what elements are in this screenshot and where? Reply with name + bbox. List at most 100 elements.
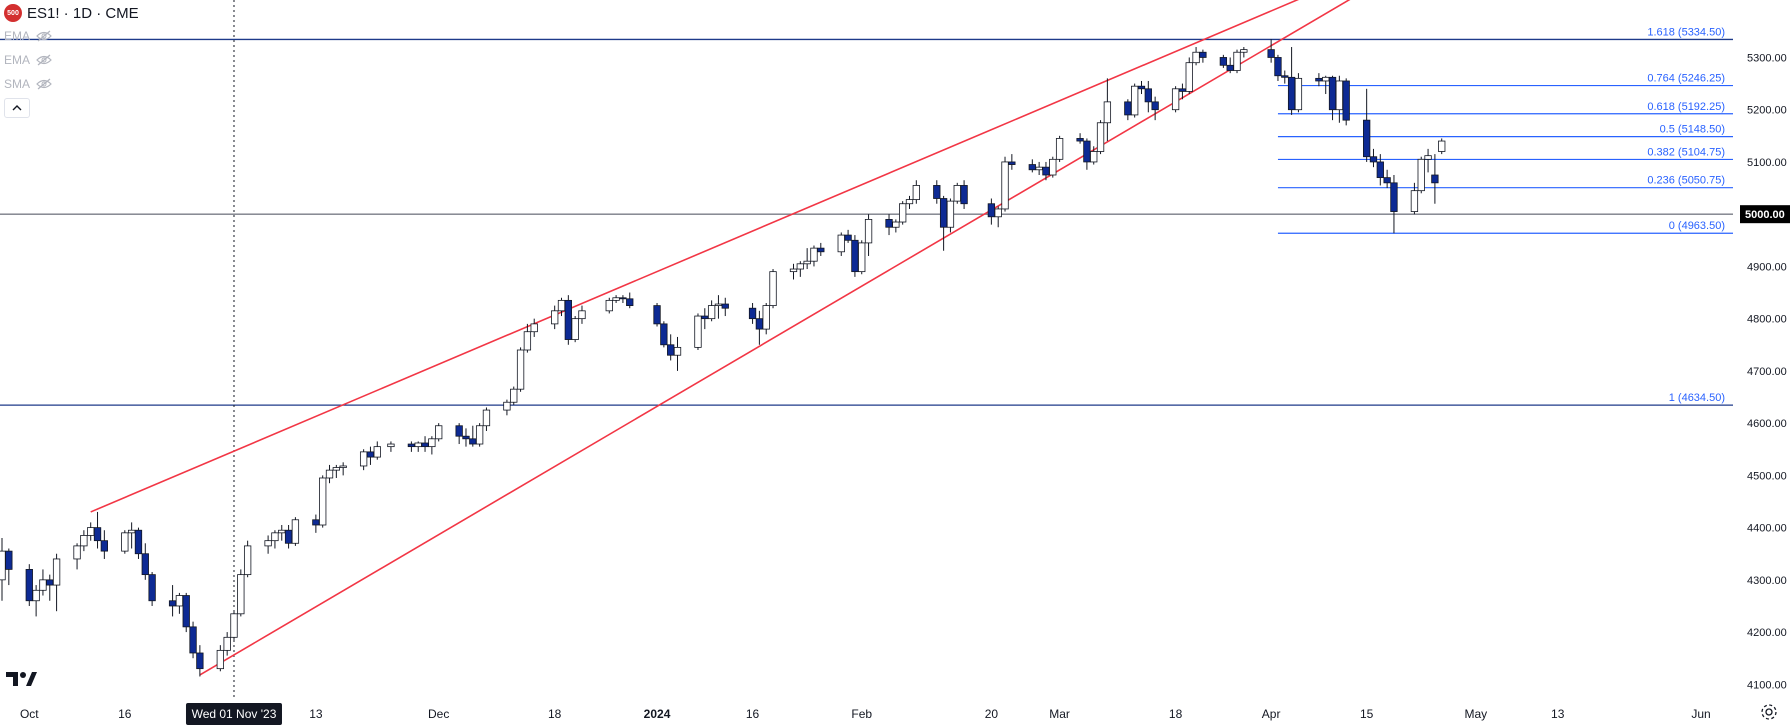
candle[interactable] <box>237 569 245 617</box>
candle[interactable] <box>796 261 804 277</box>
candle[interactable] <box>223 632 231 656</box>
eye-hidden-icon[interactable] <box>36 30 52 42</box>
candle[interactable] <box>243 540 252 578</box>
candle[interactable] <box>1171 86 1180 113</box>
candle[interactable] <box>407 441 416 452</box>
candle[interactable] <box>1369 148 1378 168</box>
candle[interactable] <box>141 543 149 580</box>
candle[interactable] <box>653 302 661 327</box>
candle[interactable] <box>196 645 204 677</box>
candle[interactable] <box>844 229 852 243</box>
candle[interactable] <box>612 295 620 303</box>
candle[interactable] <box>312 514 320 533</box>
candle[interactable] <box>93 511 102 549</box>
candle[interactable] <box>694 313 702 350</box>
candle[interactable] <box>0 538 6 601</box>
candle[interactable] <box>701 308 709 330</box>
wedge-trendline[interactable] <box>199 0 1367 676</box>
candle[interactable] <box>148 572 156 606</box>
wedge-trendline[interactable] <box>90 0 1346 513</box>
candle[interactable] <box>1049 156 1057 178</box>
candle[interactable] <box>271 530 279 549</box>
candle[interactable] <box>933 180 941 204</box>
candle[interactable] <box>748 302 757 324</box>
candle[interactable] <box>1028 159 1036 173</box>
candle[interactable] <box>121 530 129 554</box>
candle[interactable] <box>291 517 300 546</box>
candle[interactable] <box>100 530 108 559</box>
price-axis[interactable]: 4100.00 4200.00 4300.00 4400.00 4500.00 4600.… <box>1740 52 1790 691</box>
candle[interactable] <box>803 248 811 270</box>
candle[interactable] <box>1076 133 1084 144</box>
candle[interactable] <box>707 300 716 322</box>
candle[interactable] <box>1035 161 1043 175</box>
candle[interactable] <box>1001 156 1009 212</box>
candle[interactable] <box>837 232 845 256</box>
candle[interactable] <box>39 569 47 596</box>
tradingview-logo-icon[interactable] <box>6 670 38 688</box>
eye-hidden-icon[interactable] <box>36 78 52 90</box>
candle[interactable] <box>1103 78 1112 142</box>
candle[interactable] <box>332 464 340 478</box>
candle[interactable] <box>414 441 422 452</box>
candle[interactable] <box>1137 80 1146 95</box>
candle[interactable] <box>1199 49 1207 63</box>
candle[interactable] <box>1144 80 1152 113</box>
candle[interactable] <box>762 302 770 335</box>
candle[interactable] <box>939 195 948 251</box>
candle[interactable] <box>230 611 238 640</box>
time-axis[interactable]: Oct 16 Wed 01 Nov '23 13 Dec 18 2024 16 Feb 20 Mar… <box>20 703 1711 725</box>
candle[interactable] <box>564 295 572 345</box>
candle[interactable] <box>912 180 920 204</box>
candle[interactable] <box>1410 182 1419 215</box>
candle[interactable] <box>189 621 197 659</box>
eye-hidden-icon[interactable] <box>36 54 52 66</box>
candle[interactable] <box>1226 57 1234 74</box>
candle[interactable] <box>516 347 525 392</box>
candle[interactable] <box>987 198 996 225</box>
candle[interactable] <box>25 564 33 606</box>
candle[interactable] <box>278 525 286 541</box>
candle[interactable] <box>1131 83 1139 118</box>
candle[interactable] <box>503 399 511 416</box>
indicator-row-sma[interactable]: SMA <box>4 72 139 96</box>
candle[interactable] <box>1219 54 1228 68</box>
candle[interactable] <box>960 180 968 209</box>
candle[interactable] <box>216 645 224 672</box>
candle[interactable] <box>475 423 484 447</box>
candle[interactable] <box>1233 49 1241 74</box>
candle[interactable] <box>421 436 429 452</box>
candle[interactable] <box>1185 57 1193 95</box>
candle[interactable] <box>1281 70 1289 84</box>
candle[interactable] <box>1151 96 1159 121</box>
candle[interactable] <box>578 305 586 324</box>
symbol-title[interactable]: ES1! · 1D · CME <box>27 4 139 22</box>
candle[interactable] <box>660 321 668 348</box>
candle[interactable] <box>1383 169 1391 189</box>
candle[interactable] <box>1322 75 1330 95</box>
candle[interactable] <box>721 297 729 317</box>
candle[interactable] <box>905 195 914 209</box>
candle[interactable] <box>482 407 491 431</box>
candle[interactable] <box>1267 39 1275 63</box>
candle[interactable] <box>1376 154 1384 186</box>
candle[interactable] <box>946 198 955 233</box>
candle[interactable] <box>1055 135 1064 162</box>
candle[interactable] <box>52 553 61 612</box>
candle[interactable] <box>455 423 463 445</box>
symbol-row[interactable]: 500 ES1! · 1D · CME <box>4 2 139 24</box>
candle[interactable] <box>1390 175 1398 234</box>
candle[interactable] <box>387 441 395 452</box>
candle[interactable] <box>87 522 95 541</box>
candle[interactable] <box>1438 138 1446 155</box>
candle[interactable] <box>1083 138 1091 170</box>
candle[interactable] <box>605 297 613 314</box>
candle[interactable] <box>892 219 900 233</box>
candle[interactable] <box>1240 47 1248 58</box>
candle[interactable] <box>571 316 579 343</box>
candle[interactable] <box>1124 99 1132 121</box>
candle[interactable] <box>80 530 88 552</box>
candle[interactable] <box>1342 78 1350 126</box>
candle[interactable] <box>864 214 873 256</box>
